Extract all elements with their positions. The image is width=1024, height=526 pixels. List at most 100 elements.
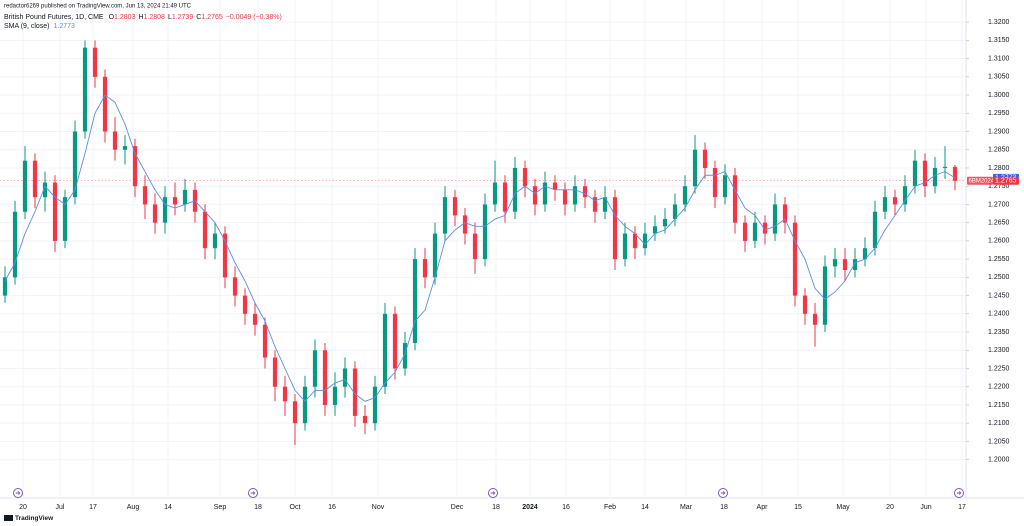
sma-line	[4, 94, 956, 402]
y-tick-label: 1.2150	[988, 402, 1010, 409]
candle-body	[422, 259, 428, 278]
candle-body	[702, 149, 708, 168]
x-tick-label: Oct	[290, 504, 301, 511]
candle-body	[712, 167, 718, 198]
candle-body	[292, 401, 298, 424]
event-icon[interactable]	[718, 488, 728, 498]
candle-body	[822, 266, 828, 325]
candle-body	[722, 175, 728, 198]
ohlc-value: 1.2803	[114, 14, 136, 21]
grid	[0, 0, 969, 498]
candle-body	[792, 222, 798, 296]
symbol-title: British Pound Futures, 1D, CME	[4, 14, 104, 21]
candle-body	[872, 211, 878, 249]
candle-body	[922, 160, 928, 187]
candle-body	[12, 211, 18, 278]
x-tick-label: 18	[720, 504, 728, 511]
candle-body	[912, 160, 918, 187]
candle-body	[632, 233, 638, 249]
y-tick-label: 1.2800	[988, 165, 1010, 172]
x-tick-label: 2024	[522, 504, 538, 511]
y-tick-label: 1.2100	[988, 420, 1010, 427]
x-tick-label: 18	[254, 504, 262, 511]
x-tick-label: Jul	[56, 504, 65, 511]
x-tick-label: Apr	[757, 504, 769, 511]
candle-body	[182, 189, 188, 205]
x-tick-label: May	[836, 504, 850, 511]
candle-body	[72, 131, 78, 198]
candle-body	[42, 182, 48, 198]
logo-mark	[4, 515, 13, 521]
candle-body	[652, 226, 658, 234]
y-tick-label: 1.2350	[988, 329, 1010, 336]
candle-body	[612, 197, 618, 260]
candle-body	[902, 186, 908, 205]
candle-body	[142, 186, 148, 205]
ohlc-value: 1.2808	[144, 14, 166, 21]
event-icon[interactable]	[954, 488, 964, 498]
candle-body	[572, 186, 578, 205]
y-tick-label: 1.3100	[988, 55, 1010, 62]
candle-body	[232, 277, 238, 296]
candle-body	[842, 259, 848, 271]
x-tick-label: 17	[958, 504, 966, 511]
y-tick-label: 1.2750	[988, 183, 1010, 190]
candle-body	[152, 204, 158, 223]
candle-body	[112, 131, 118, 150]
candle-body	[342, 368, 348, 387]
footer-logo: TradingView	[4, 515, 54, 522]
last-price-label: 1.2765	[995, 178, 1017, 185]
legend-ohlc: British Pound Futures, 1D, CME O1.2803 H1.…	[4, 14, 282, 21]
candle-body	[382, 313, 388, 387]
candle-body	[442, 197, 448, 234]
x-tick-label: Nov	[372, 504, 385, 511]
candle-body	[222, 233, 228, 278]
y-tick-label: 1.3000	[988, 92, 1010, 99]
sma-name: SMA (9, close)	[4, 23, 50, 30]
x-tick-label: 20	[19, 504, 27, 511]
candle-body	[602, 197, 608, 212]
y-tick-label: 1.2850	[988, 147, 1010, 154]
candle-body	[662, 219, 668, 227]
candle-body	[472, 233, 478, 260]
y-tick-label: 1.3050	[988, 74, 1010, 81]
event-icon[interactable]	[248, 488, 258, 498]
candle-body	[522, 167, 528, 187]
x-tick-label: Aug	[127, 504, 140, 511]
x-tick-label: 17	[89, 504, 97, 511]
candle-body	[212, 233, 218, 249]
plot	[0, 40, 965, 446]
candle-body	[282, 386, 288, 402]
x-tick-label: Dec	[451, 504, 464, 511]
candle-body	[952, 166, 958, 181]
candle-body	[352, 368, 358, 416]
candle-body	[22, 160, 28, 212]
x-tick-label: 16	[562, 504, 570, 511]
y-tick-label: 1.2000	[988, 456, 1010, 463]
candle-body	[852, 259, 858, 271]
ohlc-value: 1.2765	[201, 14, 223, 21]
candle-body	[802, 295, 808, 314]
last-price-badge	[993, 176, 1019, 185]
candle-body	[412, 259, 418, 343]
y-tick-label: 1.2050	[988, 438, 1010, 445]
event-icon[interactable]	[488, 488, 498, 498]
candle-body	[172, 197, 178, 205]
event-markers	[13, 488, 964, 498]
candle-body	[552, 182, 558, 190]
candle-body	[742, 222, 748, 241]
x-tick-label: 18	[492, 504, 500, 511]
candle-body	[532, 186, 538, 205]
candle-body	[732, 175, 738, 223]
candle-body	[402, 342, 408, 369]
event-icon[interactable]	[13, 488, 23, 498]
y-tick-label: 1.2500	[988, 274, 1010, 281]
y-tick-label: 1.2250	[988, 365, 1010, 372]
candle-body	[322, 350, 328, 405]
candle-body	[52, 182, 58, 241]
y-tick-label: 1.2550	[988, 256, 1010, 263]
candle-body	[562, 189, 568, 205]
candle-body	[2, 277, 8, 296]
candle-body	[272, 357, 278, 387]
